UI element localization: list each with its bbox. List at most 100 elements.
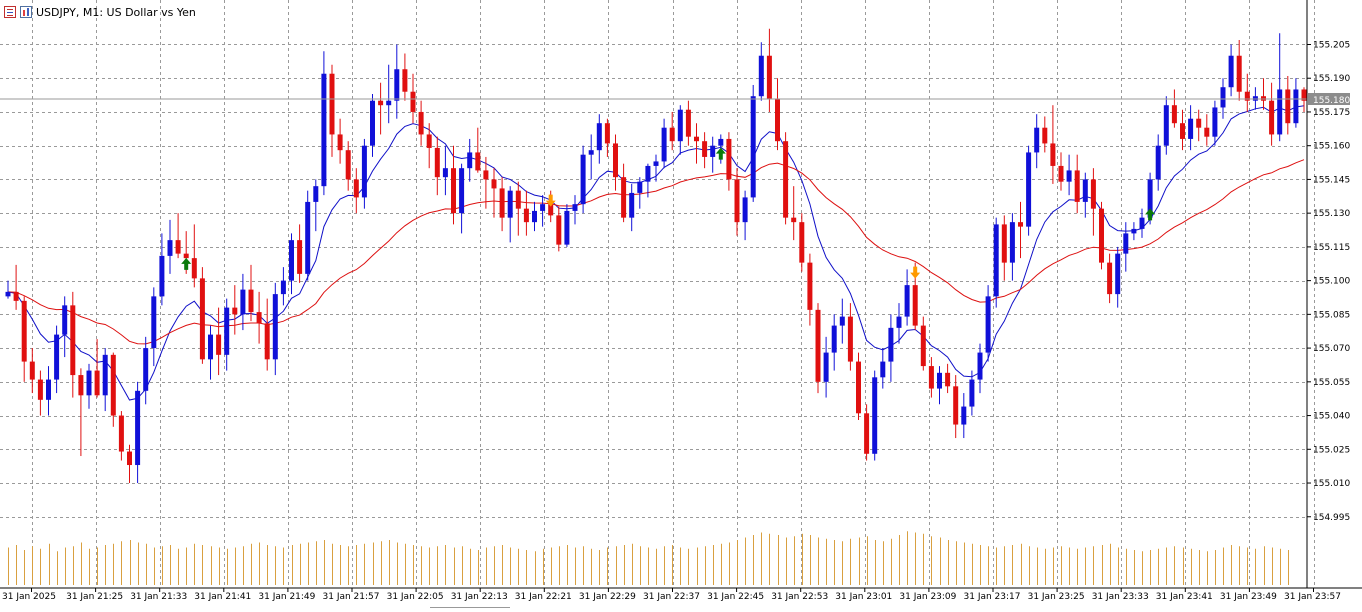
candle-body[interactable] <box>677 109 683 142</box>
candle-body[interactable] <box>1001 224 1007 263</box>
candle-body[interactable] <box>961 406 967 425</box>
candle-body[interactable] <box>872 377 878 454</box>
candle-body[interactable] <box>451 168 456 214</box>
candle-body[interactable] <box>523 208 529 223</box>
candle-body[interactable] <box>418 111 424 135</box>
candle-body[interactable] <box>726 138 732 180</box>
candle-body[interactable] <box>13 291 19 301</box>
candle-body[interactable] <box>143 348 149 391</box>
candle-body[interactable] <box>661 127 667 162</box>
candle-body[interactable] <box>280 280 286 295</box>
candle-body[interactable] <box>1009 222 1015 263</box>
candle-body[interactable] <box>548 204 554 216</box>
candle-body[interactable] <box>232 307 238 315</box>
candle-body[interactable] <box>62 305 68 335</box>
candle-body[interactable] <box>353 179 359 198</box>
candle-body[interactable] <box>839 316 845 326</box>
candle-body[interactable] <box>1269 100 1275 135</box>
candle-body[interactable] <box>345 150 351 180</box>
candle-body[interactable] <box>718 138 724 146</box>
candlesticks[interactable] <box>5 28 1307 484</box>
candle-body[interactable] <box>669 127 675 142</box>
candle-body[interactable] <box>1123 233 1129 254</box>
candle-body[interactable] <box>329 73 335 135</box>
candle-body[interactable] <box>1099 208 1104 263</box>
candle-body[interactable] <box>766 55 772 99</box>
candle-body[interactable] <box>1131 228 1137 234</box>
candle-body[interactable] <box>507 190 513 218</box>
candle-body[interactable] <box>297 240 303 274</box>
candle-body[interactable] <box>256 312 262 324</box>
candle-body[interactable] <box>208 334 213 360</box>
candle-body[interactable] <box>378 100 384 106</box>
candle-body[interactable] <box>953 386 959 425</box>
candle-body[interactable] <box>515 190 521 209</box>
candle-body[interactable] <box>580 154 586 205</box>
candle-body[interactable] <box>467 152 473 169</box>
candle-body[interactable] <box>807 262 813 310</box>
candle-body[interactable] <box>102 354 108 396</box>
candle-body[interactable] <box>402 69 408 92</box>
candle-body[interactable] <box>856 361 861 414</box>
candle-body[interactable] <box>694 136 699 142</box>
candle-body[interactable] <box>272 294 278 360</box>
candle-body[interactable] <box>1277 89 1283 135</box>
candle-body[interactable] <box>572 204 578 211</box>
candle-body[interactable] <box>361 145 367 198</box>
candle-body[interactable] <box>370 100 375 146</box>
candle-body[interactable] <box>596 123 602 151</box>
candle-body[interactable] <box>799 222 805 263</box>
candle-body[interactable] <box>118 415 124 452</box>
candle-body[interactable] <box>758 55 764 97</box>
candle-body[interactable] <box>977 352 983 380</box>
candle-body[interactable] <box>475 152 481 171</box>
candle-body[interactable] <box>21 300 27 362</box>
candle-body[interactable] <box>1188 118 1194 139</box>
candle-body[interactable] <box>394 69 400 101</box>
candle-body[interactable] <box>742 197 748 223</box>
candle-body[interactable] <box>321 73 327 187</box>
candle-body[interactable] <box>734 179 740 223</box>
candle-body[interactable] <box>750 96 756 198</box>
candle-body[interactable] <box>1139 217 1145 229</box>
candle-body[interactable] <box>702 141 708 157</box>
candle-body[interactable] <box>5 291 11 297</box>
candle-body[interactable] <box>337 134 343 151</box>
candle-body[interactable] <box>1058 165 1064 182</box>
candle-body[interactable] <box>928 366 934 389</box>
candle-body[interactable] <box>621 177 627 218</box>
candle-body[interactable] <box>264 323 270 360</box>
candle-body[interactable] <box>240 289 246 315</box>
candle-body[interactable] <box>920 325 926 367</box>
candle-body[interactable] <box>1220 87 1226 108</box>
candle-body[interactable] <box>151 296 157 349</box>
candle-body[interactable] <box>1115 253 1121 295</box>
candle-body[interactable] <box>29 361 35 380</box>
candle-body[interactable] <box>289 240 294 281</box>
bottom-tab-strip[interactable] <box>430 607 510 612</box>
candle-body[interactable] <box>127 451 132 466</box>
candle-body[interactable] <box>1212 107 1218 137</box>
candle-body[interactable] <box>613 143 618 178</box>
candle-body[interactable] <box>94 370 100 396</box>
candle-body[interactable] <box>86 370 92 396</box>
candle-body[interactable] <box>985 296 991 353</box>
candle-body[interactable] <box>945 372 951 387</box>
candle-body[interactable] <box>1228 55 1234 88</box>
candle-body[interactable] <box>888 327 894 362</box>
candle-body[interactable] <box>937 372 942 389</box>
candle-body[interactable] <box>1252 96 1258 101</box>
candle-body[interactable] <box>199 278 205 360</box>
candle-body[interactable] <box>1236 55 1242 92</box>
candle-body[interactable] <box>1082 179 1088 202</box>
candle-body[interactable] <box>224 307 230 355</box>
candle-body[interactable] <box>637 181 643 193</box>
candle-body[interactable] <box>426 134 432 148</box>
candle-body[interactable] <box>604 123 610 144</box>
candle-body[interactable] <box>1066 170 1072 182</box>
candle-body[interactable] <box>1090 179 1096 209</box>
candle-body[interactable] <box>1026 152 1032 227</box>
candle-body[interactable] <box>791 217 797 223</box>
candle-body[interactable] <box>1293 89 1299 124</box>
